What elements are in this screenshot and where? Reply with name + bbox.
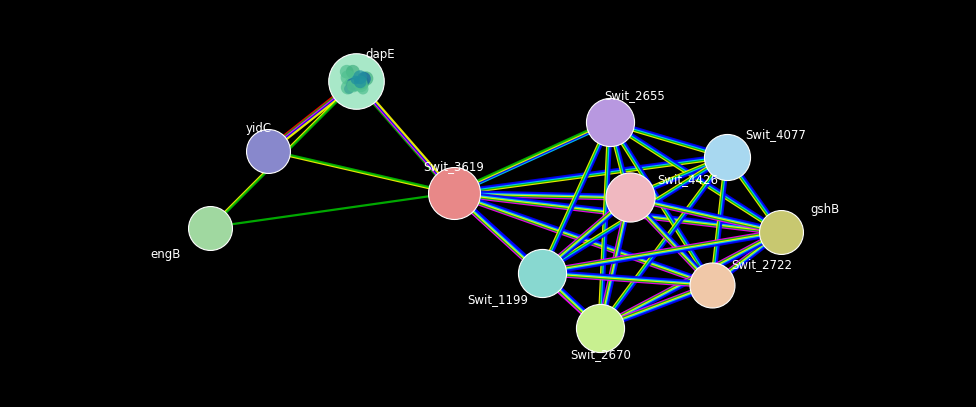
- Text: Swit_1199: Swit_1199: [468, 293, 528, 306]
- Point: [358, 75, 374, 82]
- Text: Swit_4077: Swit_4077: [746, 128, 806, 141]
- Point: [602, 119, 618, 125]
- Point: [345, 81, 360, 87]
- Point: [347, 77, 363, 83]
- Text: gshB: gshB: [810, 203, 839, 216]
- Point: [355, 86, 371, 92]
- Text: Swit_2722: Swit_2722: [731, 258, 792, 271]
- Point: [352, 79, 368, 85]
- Point: [356, 75, 372, 82]
- Point: [355, 79, 371, 86]
- Point: [346, 83, 361, 89]
- Point: [773, 229, 789, 235]
- Point: [719, 153, 735, 160]
- Point: [339, 68, 354, 75]
- Point: [342, 86, 357, 92]
- Text: yidC: yidC: [246, 122, 271, 135]
- Point: [352, 79, 368, 86]
- Text: Swit_3619: Swit_3619: [424, 160, 484, 173]
- Text: Swit_2670: Swit_2670: [570, 348, 630, 361]
- Point: [534, 269, 549, 276]
- Point: [341, 74, 356, 81]
- Point: [622, 194, 637, 201]
- Point: [342, 79, 357, 85]
- Point: [592, 324, 608, 331]
- Point: [261, 147, 276, 154]
- Point: [346, 68, 361, 75]
- Point: [352, 74, 368, 81]
- Text: Swit_2655: Swit_2655: [604, 89, 665, 102]
- Point: [446, 190, 462, 197]
- Text: Swit_4426: Swit_4426: [658, 173, 718, 186]
- Point: [347, 84, 363, 90]
- Point: [705, 282, 720, 288]
- Point: [340, 84, 355, 91]
- Text: engB: engB: [150, 248, 182, 261]
- Text: dapE: dapE: [366, 48, 395, 61]
- Point: [353, 82, 369, 88]
- Point: [202, 225, 218, 231]
- Point: [348, 78, 364, 85]
